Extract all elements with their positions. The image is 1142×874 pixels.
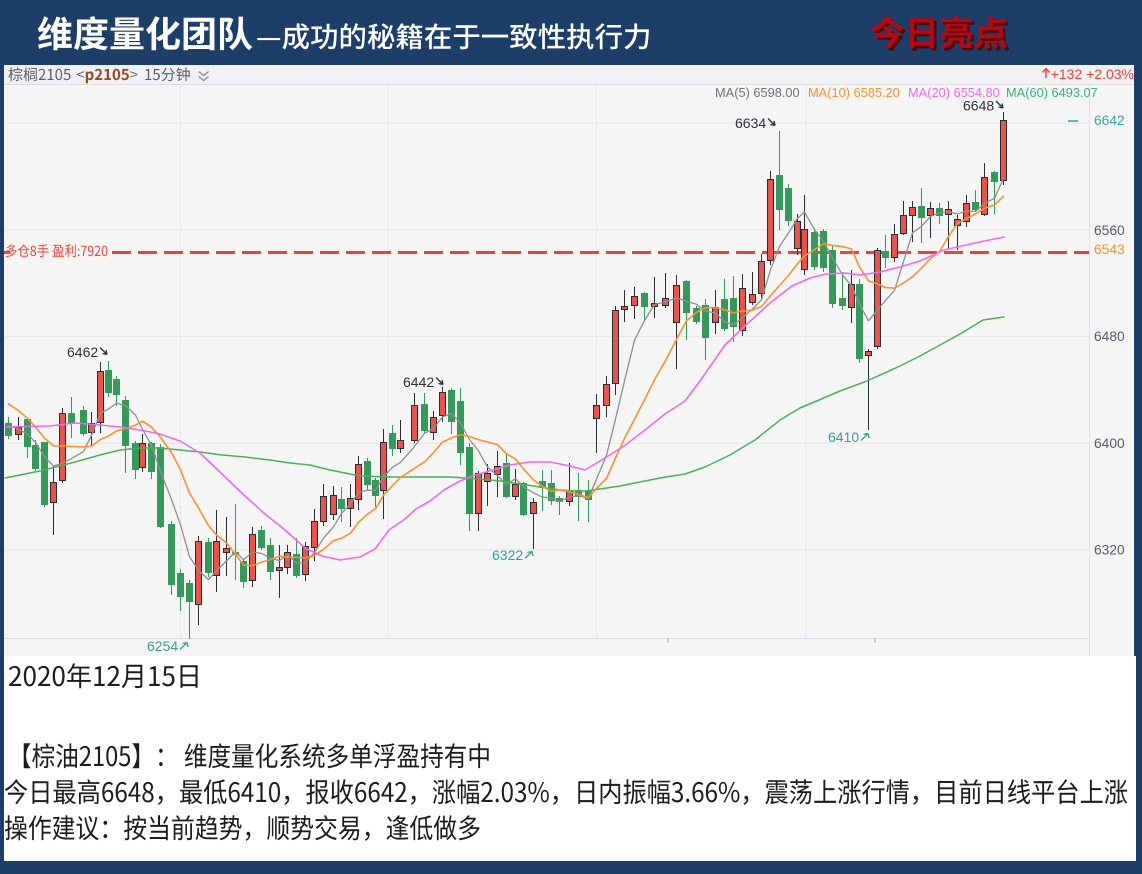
svg-text:6410: 6410	[828, 429, 859, 445]
svg-text:6648: 6648	[963, 98, 994, 114]
svg-text:MA(60) 6493.07: MA(60) 6493.07	[1006, 85, 1098, 100]
svg-text:6480: 6480	[1094, 329, 1125, 344]
svg-text:6462: 6462	[67, 344, 98, 360]
svg-text:6320: 6320	[1094, 543, 1125, 558]
svg-text:MA(20) 6554.80: MA(20) 6554.80	[908, 85, 1000, 100]
svg-text:6254: 6254	[147, 638, 178, 654]
svg-text:6400: 6400	[1094, 436, 1125, 451]
svg-text:+132 +2.03%: +132 +2.03%	[1051, 66, 1134, 82]
svg-text:6560: 6560	[1094, 223, 1125, 238]
svg-text:6642: 6642	[1094, 113, 1125, 128]
svg-text:6543: 6543	[1094, 242, 1125, 257]
svg-text:6634: 6634	[735, 115, 766, 131]
svg-text:6442: 6442	[403, 374, 434, 390]
svg-text:MA(10) 6585.20: MA(10) 6585.20	[808, 85, 900, 100]
svg-text:6322: 6322	[492, 547, 523, 563]
svg-text:MA(5) 6598.00: MA(5) 6598.00	[715, 85, 800, 100]
